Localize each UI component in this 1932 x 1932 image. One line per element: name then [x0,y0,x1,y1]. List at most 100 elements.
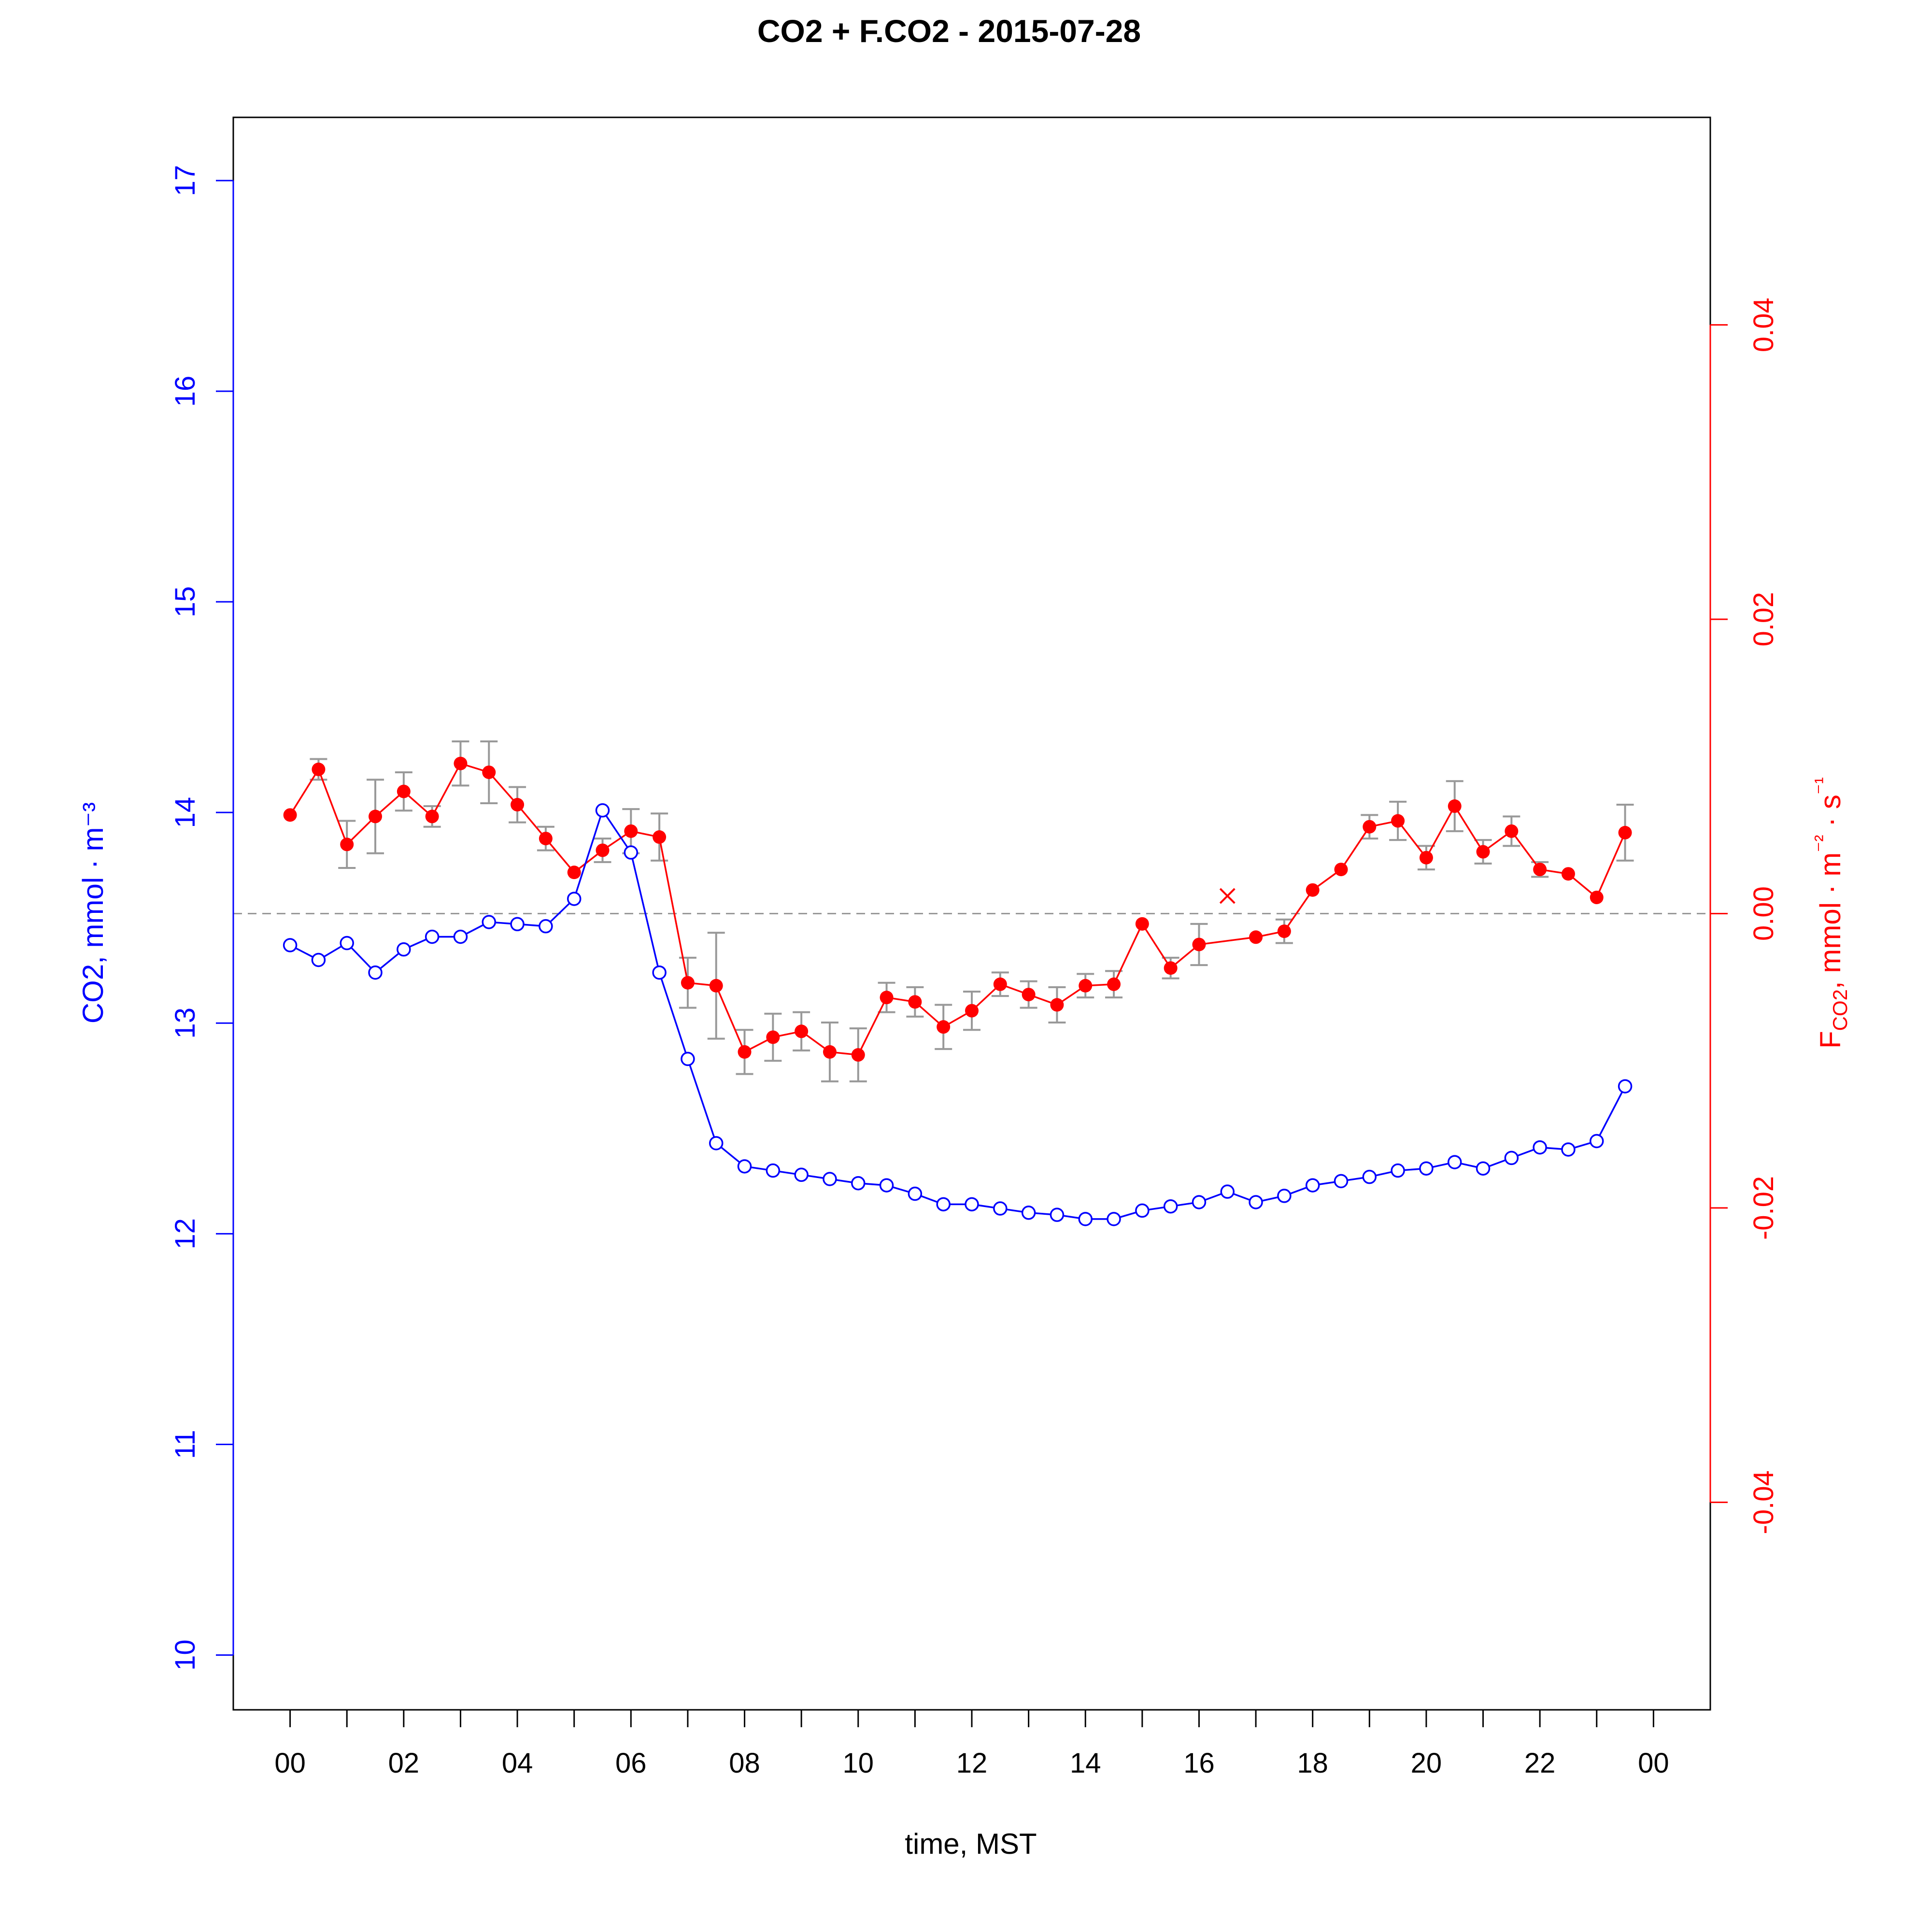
co2-point [1391,1163,1405,1178]
co2-point [681,1051,695,1066]
fco2-point [1448,799,1462,813]
y-left-axis: 10 11 12 13 14 15 16 17 [170,165,234,1671]
x-tick-label: 04 [502,1747,533,1779]
fco2-point [1135,917,1149,931]
y-right-axis-label: FCO2, mmol · m⁻² · s⁻¹ [1810,777,1851,1049]
co2-point [1590,1134,1604,1149]
co2-point [936,1197,951,1212]
y-left-tick-label: 11 [170,1430,201,1459]
fco2-point [1079,979,1093,993]
y-right-label-part: · s [1814,795,1847,835]
co2-point [453,929,468,944]
fco2-point [1419,851,1433,865]
x-axis-label: time, MST [905,1828,1037,1860]
co2-point [368,965,383,980]
fco2-point [1505,824,1519,838]
fco2-point [397,784,411,798]
co2-point [766,1163,781,1178]
fco2-point [965,1004,979,1018]
fco2-point [823,1045,837,1059]
co2-point [1618,1079,1633,1094]
co2-point [851,1176,866,1191]
co2-point [1050,1208,1065,1222]
y-left-tick-label: 16 [170,376,201,407]
fco2-point [653,830,667,844]
x-tick-label: 12 [956,1747,988,1779]
co2-point [1447,1155,1462,1169]
fco2-point [539,832,553,846]
co2-point [1305,1178,1320,1193]
x-tick-label: 10 [843,1747,874,1779]
x-tick-label: 02 [388,1747,420,1779]
y-right-tick-label: -0.04 [1748,1470,1779,1534]
y-left-tick-label: 14 [170,797,201,828]
co2-point [993,1201,1008,1216]
fco2-point [454,756,468,770]
fco2-point [369,810,383,824]
co2-point [1021,1206,1036,1220]
co2-point [794,1167,809,1182]
co2-point [1362,1169,1377,1184]
co2-point [1419,1161,1434,1176]
y-right-label-subscript: CO2 [1829,989,1851,1031]
y-right-label-superscript: ⁻² [1810,835,1833,852]
fco2-point [1164,961,1178,975]
co2-point [1334,1174,1349,1189]
co2-point [510,917,525,932]
fco2-point [1590,890,1604,904]
fco2-point [709,979,723,993]
fco2-point [1363,820,1377,834]
fco2-point [766,1030,780,1044]
fco2-point [1277,924,1291,938]
fco2-point [1391,814,1405,828]
fco2-point [283,808,297,822]
co2-point [823,1172,837,1186]
co2-point [1135,1203,1150,1218]
fco2-point [596,843,610,857]
series-layer [283,740,1634,1226]
co2-point [1504,1151,1519,1165]
co2-point [1533,1140,1547,1155]
fco2-point [681,976,695,990]
co2-point [1561,1142,1576,1157]
fco2-point [1107,977,1121,991]
fco2-point [1476,845,1490,859]
y-right-tick-label: 0.04 [1748,298,1779,352]
y-left-tick-label: 13 [170,1008,201,1039]
x-tick-label: 00 [274,1747,306,1779]
fco2-point [1561,867,1575,881]
fco2-point [624,824,638,838]
fco2-point [738,1045,752,1059]
y-right-label-part: F [1814,1031,1847,1049]
x-tick-label: 00 [1638,1747,1669,1779]
co2-point [1192,1195,1207,1209]
co2-point [1163,1199,1178,1214]
x-tick-label: 18 [1297,1747,1328,1779]
co2-point [340,936,354,951]
fco2-point [993,977,1007,991]
y-left-tick-label: 10 [170,1639,201,1671]
co2-point [425,929,440,944]
fco2-point [425,810,439,824]
cross-stroke [1219,888,1236,904]
fco2-point [1618,825,1632,839]
fco2-point [1533,863,1547,877]
fco2-point [1050,998,1064,1012]
co2-point [965,1197,979,1212]
x-tick-label: 14 [1070,1747,1101,1779]
x-axis: 00 02 04 06 08 10 12 14 16 18 20 22 00 [274,1710,1669,1779]
x-tick-label: 06 [615,1747,647,1779]
co2-point [1476,1161,1491,1176]
co2-point [283,938,298,952]
y-right-axis: -0.04 -0.02 0.00 0.02 0.04 [1709,298,1779,1534]
fco2-point [312,762,326,776]
fco2-point [851,1048,865,1062]
co2-point [737,1159,752,1174]
x-tick-label: 22 [1524,1747,1556,1779]
co2-point [482,915,497,929]
x-tick-label: 16 [1183,1747,1215,1779]
fco2-point [937,1020,951,1034]
co2-point [1107,1212,1121,1226]
co2-point [624,845,639,860]
